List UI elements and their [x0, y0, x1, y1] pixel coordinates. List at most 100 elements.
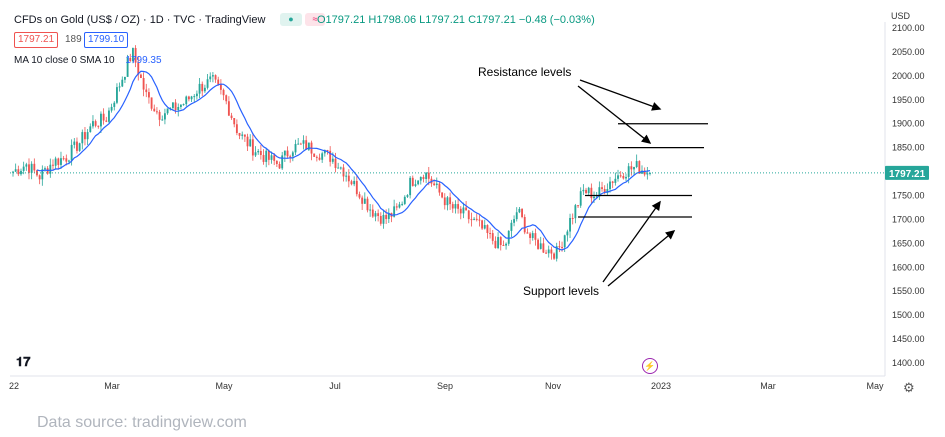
candle-body: [553, 253, 555, 259]
candle-body: [334, 158, 337, 168]
last-price-badge: [885, 165, 929, 180]
candle-body: [619, 175, 622, 177]
candle-body: [566, 231, 569, 236]
candle-body: [54, 158, 57, 166]
candle-body: [462, 207, 465, 214]
candle-body: [233, 118, 236, 125]
symbol-title[interactable]: CFDs on Gold (US$ / OZ) · 1D · TVC · Tra…: [14, 14, 266, 26]
candle-body: [603, 188, 606, 194]
y-tick-label: 1700.00: [892, 214, 925, 224]
buy-price-button[interactable]: 1799.10: [84, 32, 129, 48]
candle-body: [323, 150, 326, 154]
candle-body: [347, 175, 350, 182]
candle-body: [145, 89, 148, 93]
currency-label[interactable]: USD: [891, 11, 911, 21]
candle-body: [174, 102, 177, 111]
candle-body: [635, 161, 638, 168]
y-tick-label: 1500.00: [892, 310, 925, 320]
candle-body: [577, 205, 579, 207]
candle-body: [246, 136, 249, 147]
candle-body: [70, 144, 73, 161]
candle-body: [267, 150, 270, 160]
tradingview-logo-icon: 𝟏𝟕: [16, 354, 31, 369]
candle-body: [473, 218, 476, 220]
indicator-legend[interactable]: MA 10 close 0 SMA 10 1799.35: [14, 55, 162, 66]
candle-body: [97, 125, 100, 127]
candle-body: [163, 113, 166, 120]
market-status-icon[interactable]: ● ≈: [280, 13, 326, 26]
candle-body: [494, 240, 497, 249]
candle-body: [249, 139, 252, 147]
candle-body: [627, 166, 630, 177]
lightning-icon[interactable]: ⚡: [642, 358, 658, 374]
settings-gear-icon[interactable]: ⚙: [903, 380, 915, 395]
candle-body: [235, 124, 238, 134]
candle-body: [398, 204, 401, 208]
candles: [12, 45, 651, 262]
candle-body: [182, 104, 185, 106]
candle-body: [537, 239, 539, 249]
y-tick-label: 1650.00: [892, 238, 925, 248]
candle-body: [302, 140, 305, 144]
candle-body: [518, 208, 521, 213]
candle-body: [366, 198, 369, 211]
sell-price-button[interactable]: 1797.21: [14, 32, 59, 48]
candle-body: [638, 161, 641, 174]
candle-body: [137, 62, 140, 75]
arrow-head: [651, 200, 661, 212]
candle-body: [443, 197, 446, 206]
candle-body: [550, 249, 553, 254]
candle-body: [225, 95, 228, 102]
candle-body: [534, 233, 537, 240]
candle-body: [118, 86, 121, 88]
y-tick-label: 1450.00: [892, 334, 925, 344]
candle-body: [425, 172, 428, 180]
arrow-head: [641, 134, 652, 144]
arrow-line: [602, 201, 661, 283]
candle-body: [558, 246, 561, 248]
ma-line: [36, 70, 651, 251]
candle-body: [622, 176, 625, 179]
candle-body: [401, 203, 404, 205]
candle-body: [92, 121, 94, 127]
candle-body: [257, 150, 260, 153]
candle-body: [446, 197, 449, 206]
candle-body: [582, 189, 585, 192]
candle-body: [395, 206, 398, 208]
candle-body: [270, 155, 273, 160]
candle-body: [545, 252, 547, 254]
candle-body: [353, 180, 356, 185]
candle-body: [315, 156, 318, 158]
candle-body: [49, 164, 52, 174]
candle-body: [65, 158, 68, 162]
candle-body: [129, 58, 132, 62]
candle-body: [625, 176, 627, 179]
candle-body: [617, 175, 619, 179]
candle-body: [563, 235, 566, 248]
candle-body: [337, 167, 340, 169]
candle-body: [542, 243, 545, 253]
candle-body: [465, 207, 468, 211]
candle-body: [403, 196, 406, 204]
candle-body: [30, 163, 33, 173]
candle-body: [601, 187, 603, 189]
x-tick-label: Sep: [437, 381, 453, 391]
candle-body: [529, 233, 531, 238]
candle-body: [435, 183, 438, 186]
candle-body: [587, 187, 590, 194]
spread-value: 189: [65, 34, 82, 45]
ohlc-readout: O1797.21 H1798.06 L1797.21 C1797.21 −0.4…: [317, 14, 595, 26]
candle-body: [433, 183, 436, 186]
candle-body: [283, 150, 286, 156]
candle-body: [326, 150, 329, 152]
x-tick-label: 22: [9, 381, 19, 391]
candle-body: [595, 196, 598, 198]
candle-body: [17, 169, 20, 175]
candle-body: [318, 157, 321, 160]
y-tick-label: 1950.00: [892, 95, 925, 105]
candle-body: [470, 219, 473, 221]
candle-body: [569, 218, 571, 232]
candle-body: [121, 79, 124, 87]
candle-body: [539, 243, 542, 249]
